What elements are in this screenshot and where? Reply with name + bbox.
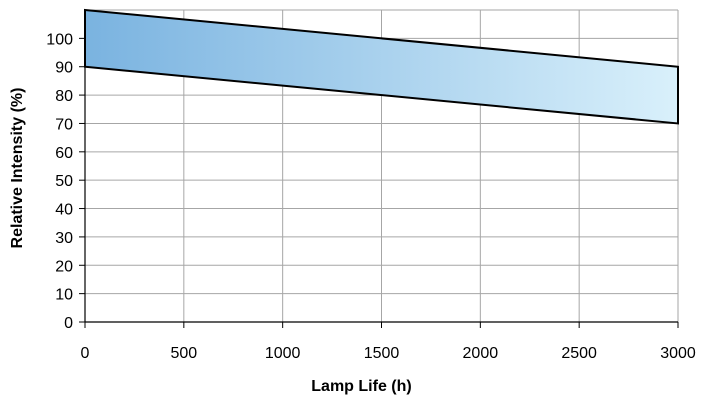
y-tick-label: 60 — [55, 145, 73, 162]
x-tick-label: 1500 — [364, 345, 400, 362]
y-axis-title: Relative Intensity (%) — [9, 88, 26, 249]
y-tick-label: 90 — [55, 60, 73, 77]
x-axis-title: Lamp Life (h) — [311, 378, 411, 395]
y-tick-label: 80 — [55, 88, 73, 105]
x-tick-label: 1000 — [265, 345, 301, 362]
x-tick-label: 3000 — [660, 345, 696, 362]
x-tick-label: 0 — [81, 345, 90, 362]
y-tick-label: 70 — [55, 116, 73, 133]
y-tick-label: 40 — [55, 202, 73, 219]
y-tick-label: 10 — [55, 287, 73, 304]
y-tick-label: 100 — [46, 31, 73, 48]
y-tick-label: 30 — [55, 230, 73, 247]
y-tick-label: 0 — [64, 315, 73, 332]
x-tick-label: 2500 — [561, 345, 597, 362]
x-tick-label: 2000 — [463, 345, 499, 362]
y-tick-label: 20 — [55, 258, 73, 275]
x-tick-label: 500 — [170, 345, 197, 362]
axes — [79, 10, 679, 328]
y-tick-label: 50 — [55, 173, 73, 190]
